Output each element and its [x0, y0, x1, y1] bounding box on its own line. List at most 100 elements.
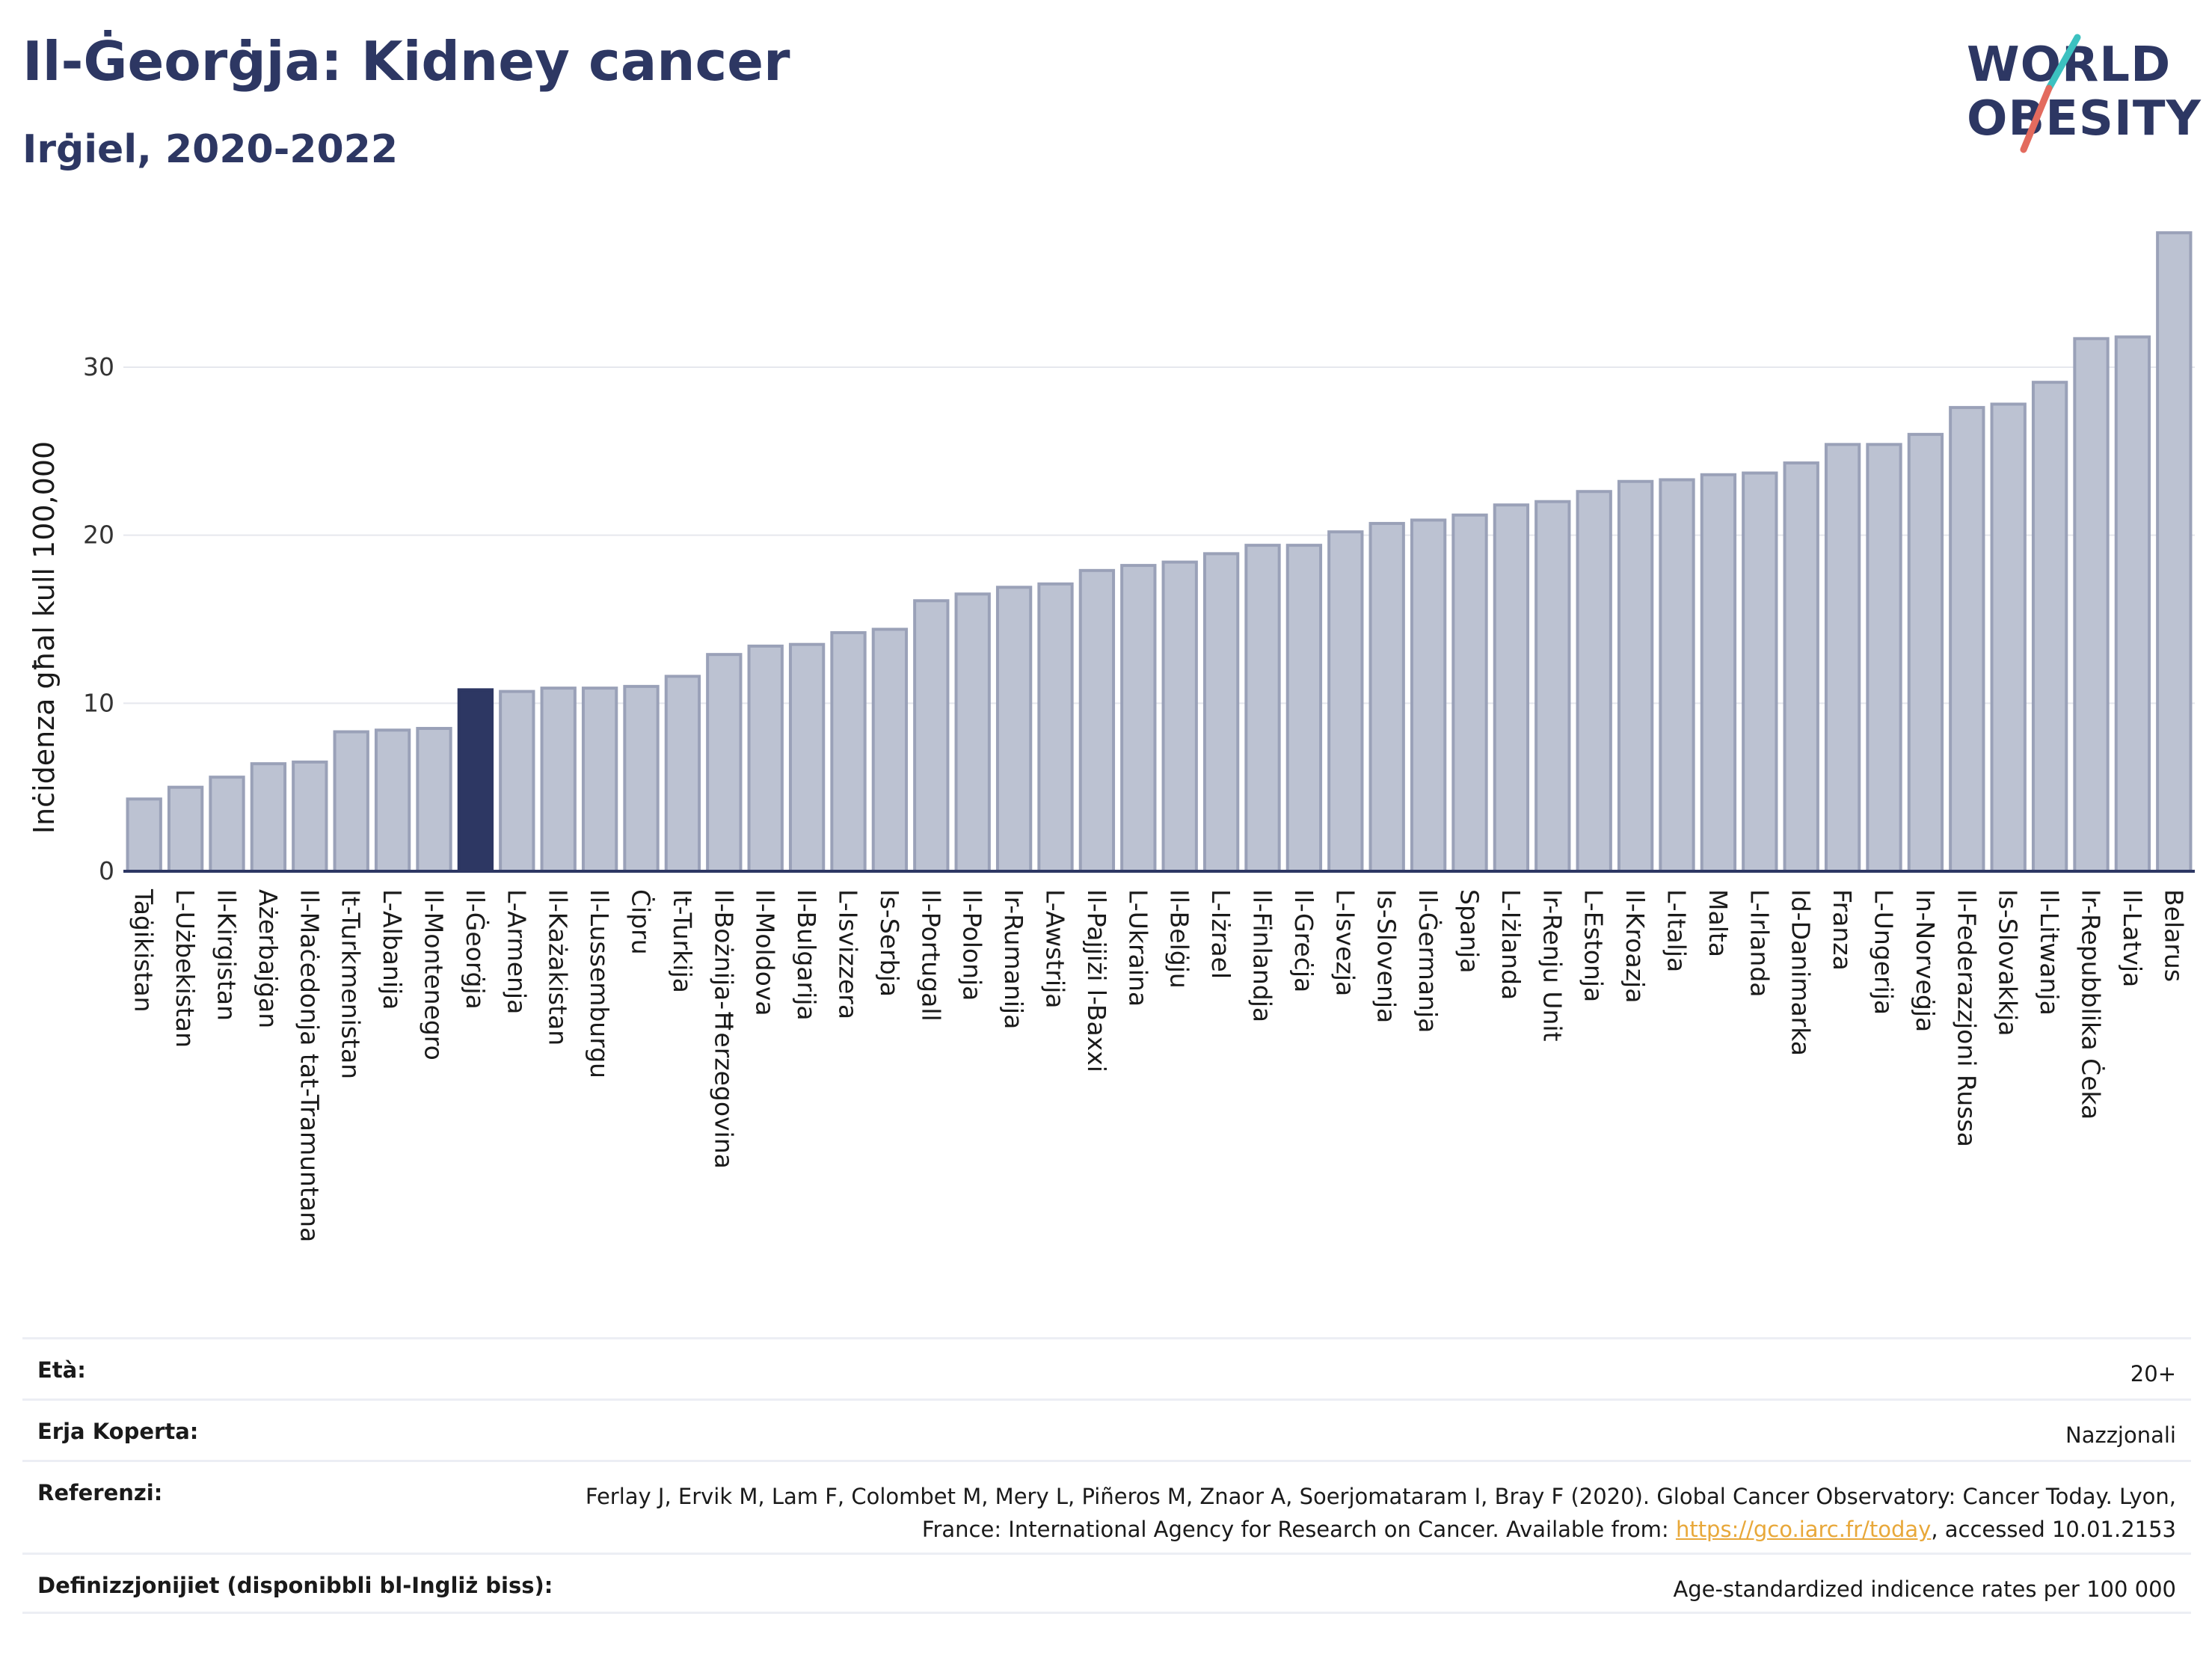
bar — [581, 687, 618, 873]
bar — [1244, 544, 1281, 873]
bar — [1576, 490, 1612, 873]
bar — [2156, 231, 2193, 873]
bar — [457, 688, 494, 873]
bar — [1037, 582, 1074, 873]
bar — [1120, 564, 1157, 873]
x-tick-label: L-Albanija — [378, 889, 407, 1010]
bar — [1742, 471, 1778, 873]
definitions-value: Age-standardized indicence rates per 100… — [1673, 1576, 2176, 1602]
area-value: Nazzjonali — [2065, 1422, 2176, 1448]
age-value: 20+ — [2130, 1361, 2176, 1387]
bar — [747, 644, 784, 873]
bar — [871, 627, 909, 873]
x-tick-label: Is-Slovakkja — [1994, 889, 2023, 1037]
x-tick-label: L-Armenja — [502, 889, 531, 1014]
bar — [2073, 337, 2110, 873]
x-tick-label: Is-Slovenja — [1372, 889, 1401, 1023]
page-subtitle: Irġiel, 2020-2022 — [22, 127, 399, 172]
bar — [1824, 443, 1861, 873]
bar — [1202, 552, 1240, 873]
x-tick-label: Taġikistan — [129, 888, 159, 1013]
x-tick-label: Is-Serbja — [875, 889, 904, 997]
y-tick-label: 20 — [83, 521, 114, 550]
references-text: Ferlay J, Ervik M, Lam F, Colombet M, Me… — [585, 1484, 2176, 1542]
x-tick-label: Ir-Rumanija — [999, 889, 1028, 1029]
x-tick-label: Il-Lussemburgu — [585, 889, 614, 1078]
references-link[interactable]: https://gco.iarc.fr/today — [1675, 1517, 1932, 1542]
footer-row-definitions: Definizzjonijiet (disponibbli bl-Ingliż … — [22, 1553, 2191, 1614]
x-tick-label: Il-Federazzjoni Russa — [1952, 889, 1981, 1147]
bar — [1659, 478, 1695, 873]
bar — [1285, 544, 1323, 873]
x-tick-label: Il-Montenegro — [420, 889, 449, 1060]
page-title: Il-Ġeorġja: Kidney cancer — [22, 30, 790, 93]
bar — [830, 630, 867, 873]
bar — [1327, 530, 1364, 873]
definitions-label: Definizzjonijiet (disponibbli bl-Ingliż … — [37, 1573, 553, 1598]
x-tick-label: L-Iżrael — [1206, 889, 1235, 979]
x-tick-label: Il-Finlandja — [1248, 889, 1277, 1022]
logo-line2: OBESITY — [1967, 91, 2202, 147]
x-tick-label: Il-Bożnija-Ħerzegovina — [709, 889, 738, 1169]
age-label: Età: — [37, 1357, 86, 1383]
bar — [333, 730, 369, 873]
bar — [1866, 443, 1902, 873]
bar — [167, 785, 204, 873]
bar — [1078, 568, 1116, 873]
bar — [1700, 473, 1737, 873]
bar — [1534, 500, 1571, 873]
x-tick-label: Il-Pajjiżi l-Baxxi — [1082, 889, 1111, 1072]
x-tick-label: Id-Danimarka — [1787, 889, 1816, 1056]
bar — [1161, 560, 1198, 873]
bar — [209, 776, 245, 873]
bar — [1949, 405, 1985, 873]
x-tick-label: Il-Ġeorġja — [461, 889, 491, 1010]
y-tick-label: 0 — [99, 856, 114, 885]
x-tick-label: L-Irlanda — [1745, 889, 1774, 998]
world-obesity-logo: WORLD OBESITY — [1944, 22, 2202, 157]
x-tick-label: It-Turkmenistan — [337, 889, 366, 1079]
x-tick-label: Ażerbajġan — [254, 889, 283, 1028]
x-tick-label: L-Ungerija — [1870, 889, 1899, 1015]
x-tick-label: Ir-Repubblika Ċeka — [2077, 889, 2107, 1120]
bar — [540, 687, 577, 873]
x-tick-label: Ir-Renju Unit — [1537, 889, 1567, 1042]
area-label: Erja Koperta: — [37, 1419, 199, 1444]
footer-row-age: Età: 20+ — [22, 1337, 2191, 1398]
chart-footer: Età: 20+ Erja Koperta: Nazzjonali Refere… — [22, 1337, 2191, 1614]
bar — [623, 684, 660, 873]
x-tick-label: Franza — [1828, 889, 1857, 971]
x-tick-label: Il-Maċedonja tat-Tramuntana — [295, 889, 324, 1242]
bar — [1493, 503, 1530, 873]
references-suffix: , accessed 10.01.2153 — [1931, 1517, 2176, 1542]
x-tick-label: L-Isvezja — [1330, 889, 1360, 996]
bar — [374, 728, 411, 873]
bar — [788, 642, 826, 873]
x-tick-label: Il-Kirgistan — [212, 889, 242, 1021]
bar — [1990, 402, 2027, 873]
x-tick-label: Ċipru — [627, 889, 657, 955]
bar — [664, 675, 701, 873]
footer-row-area: Erja Koperta: Nazzjonali — [22, 1398, 2191, 1460]
bar — [1410, 518, 1447, 873]
x-tick-label: Il-Ġermanja — [1413, 889, 1443, 1033]
x-tick-label: L-Awstrija — [1041, 889, 1070, 1008]
bar — [1368, 521, 1405, 873]
bar — [2031, 381, 2068, 873]
x-tick-label: Spanja — [1455, 889, 1484, 973]
references-value: Ferlay J, Ervik M, Lam F, Colombet M, Me… — [568, 1480, 2176, 1546]
bar — [1783, 461, 1819, 873]
y-tick-label: 10 — [83, 688, 114, 717]
x-tick-label: L-Użbekistan — [170, 889, 200, 1048]
x-tick-label: Il-Kroazja — [1620, 889, 1650, 1003]
bar-chart: 0 10 20 30 Inċidenza għal kull 100,000 Taġiki… — [28, 231, 2195, 1242]
bar — [499, 690, 535, 873]
x-tick-label: Il-Polonja — [958, 889, 987, 1001]
x-tick-label: Il-Bulgarija — [792, 889, 821, 1021]
bar — [995, 586, 1033, 873]
x-tick-label: Il-Greċja — [1289, 889, 1318, 992]
x-tick-label: Il-Moldova — [751, 889, 780, 1016]
x-tick-label: L-Iżlanda — [1496, 889, 1526, 1000]
bar — [292, 760, 328, 873]
x-tick-label: L-Isvizzera — [834, 889, 863, 1019]
